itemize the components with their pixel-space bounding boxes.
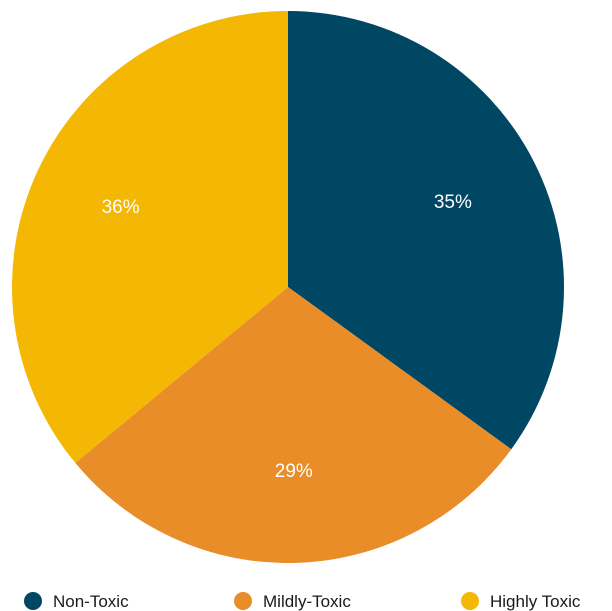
- slice-label-non-toxic: 35%: [434, 192, 472, 213]
- legend-item-mildly-toxic: Mildly-Toxic: [234, 592, 351, 611]
- pie-slice-highly-toxic: [11, 11, 288, 463]
- slice-label-mildly-toxic: 29%: [275, 461, 313, 482]
- legend-swatch-highly-toxic: [461, 592, 479, 610]
- legend-item-non-toxic: Non-Toxic: [24, 592, 129, 611]
- pie-slices: [11, 11, 564, 563]
- legend-swatch-non-toxic: [24, 592, 42, 610]
- legend-swatch-mildly-toxic: [234, 592, 252, 610]
- pie-slice-mildly-toxic: [75, 287, 512, 563]
- pie-slice-non-toxic: [288, 11, 564, 450]
- legend: Non-Toxic Mildly-Toxic Highly Toxic: [24, 592, 581, 611]
- slice-label-highly-toxic: 36%: [102, 197, 140, 218]
- slice-labels: 35% 29% 36%: [102, 192, 472, 482]
- legend-label-non-toxic: Non-Toxic: [53, 592, 129, 611]
- legend-label-mildly-toxic: Mildly-Toxic: [263, 592, 351, 611]
- legend-label-highly-toxic: Highly Toxic: [490, 592, 581, 611]
- legend-item-highly-toxic: Highly Toxic: [461, 592, 581, 611]
